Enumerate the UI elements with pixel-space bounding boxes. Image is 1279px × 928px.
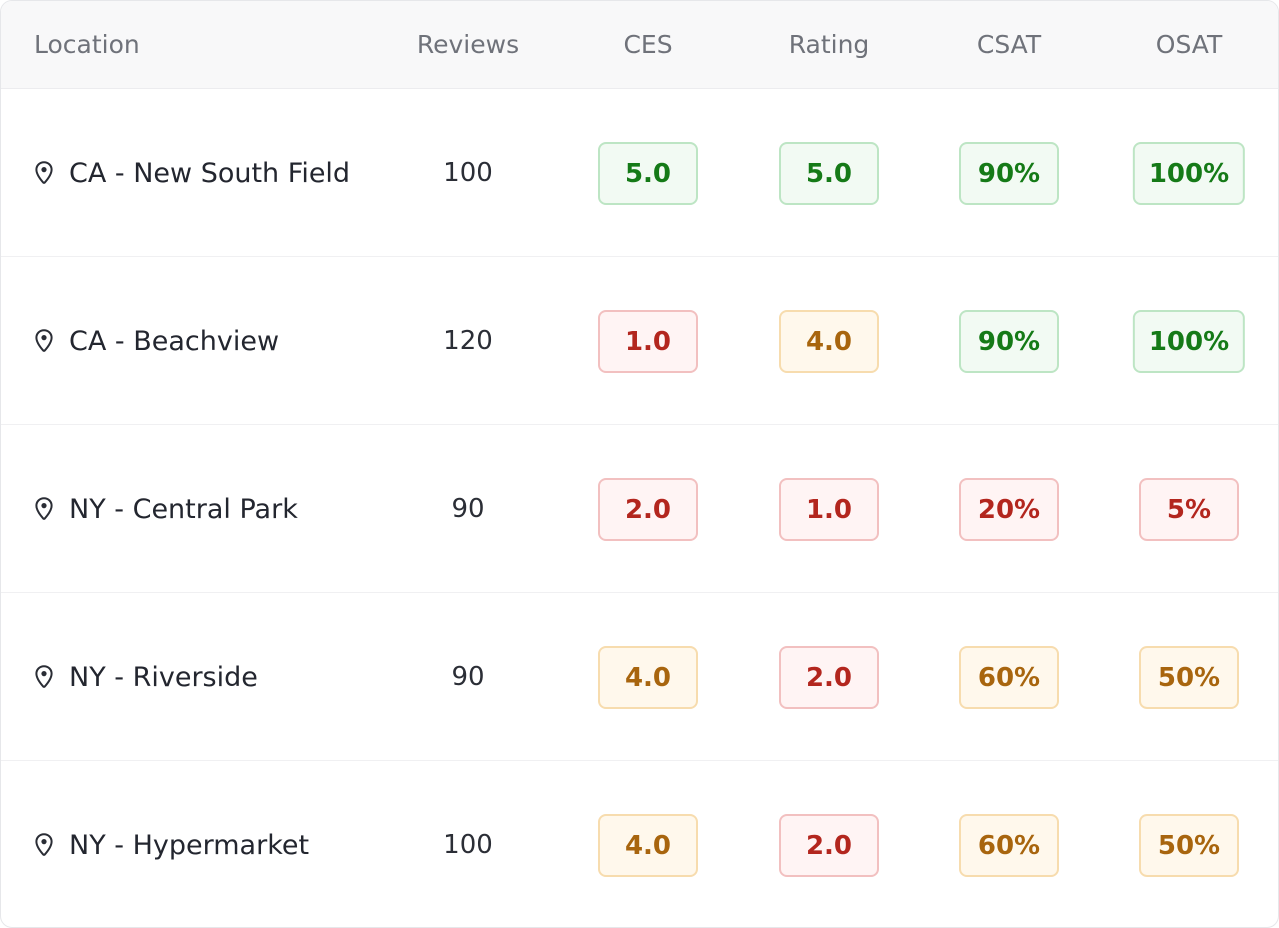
reviews-count: 90 bbox=[451, 662, 485, 692]
rating-badge: 5.0 bbox=[779, 142, 879, 205]
csat-badge: 90% bbox=[959, 142, 1059, 205]
osat-badge: 50% bbox=[1139, 646, 1239, 709]
osat-badge: 100% bbox=[1132, 310, 1246, 373]
ces-badge: 1.0 bbox=[598, 310, 698, 373]
table-row[interactable]: NY - Central Park 90 2.0 1.0 20% 5% bbox=[1, 425, 1278, 593]
table-row[interactable]: NY - Riverside 90 4.0 2.0 60% 50% bbox=[1, 593, 1278, 761]
osat-badge: 5% bbox=[1139, 478, 1239, 541]
rating-badge: 2.0 bbox=[779, 646, 879, 709]
row-divider bbox=[1, 424, 1278, 425]
map-pin-icon bbox=[33, 496, 55, 522]
ces-badge: 2.0 bbox=[598, 478, 698, 541]
rating-badge: 2.0 bbox=[779, 814, 879, 877]
header-csat[interactable]: CSAT bbox=[976, 30, 1042, 59]
header-reviews[interactable]: Reviews bbox=[416, 30, 520, 59]
rating-badge: 4.0 bbox=[779, 310, 879, 373]
location-cell: CA - New South Field bbox=[33, 89, 350, 257]
osat-badge: 50% bbox=[1139, 814, 1239, 877]
row-divider bbox=[1, 256, 1278, 257]
osat-badge: 100% bbox=[1132, 142, 1246, 205]
location-name: NY - Hypermarket bbox=[69, 829, 310, 861]
header-osat[interactable]: OSAT bbox=[1155, 30, 1223, 59]
location-name: NY - Riverside bbox=[69, 661, 258, 693]
csat-badge: 20% bbox=[959, 478, 1059, 541]
header-rating[interactable]: Rating bbox=[788, 30, 870, 59]
reviews-count: 90 bbox=[451, 494, 485, 524]
ces-badge: 5.0 bbox=[598, 142, 698, 205]
location-cell: NY - Riverside bbox=[33, 593, 258, 761]
location-cell: CA - Beachview bbox=[33, 257, 279, 425]
csat-badge: 90% bbox=[959, 310, 1059, 373]
table-row[interactable]: CA - New South Field 100 5.0 5.0 90% 100% bbox=[1, 89, 1278, 257]
csat-badge: 60% bbox=[959, 646, 1059, 709]
map-pin-icon bbox=[33, 664, 55, 690]
row-divider bbox=[1, 760, 1278, 761]
location-cell: NY - Hypermarket bbox=[33, 761, 310, 927]
reviews-count: 120 bbox=[443, 326, 493, 356]
map-pin-icon bbox=[33, 832, 55, 858]
rating-badge: 1.0 bbox=[779, 478, 879, 541]
map-pin-icon bbox=[33, 328, 55, 354]
row-divider bbox=[1, 592, 1278, 593]
location-cell: NY - Central Park bbox=[33, 425, 298, 593]
location-name: CA - New South Field bbox=[69, 157, 351, 189]
table-row[interactable]: CA - Beachview 120 1.0 4.0 90% 100% bbox=[1, 257, 1278, 425]
table-row[interactable]: NY - Hypermarket 100 4.0 2.0 60% 50% bbox=[1, 761, 1278, 927]
ces-badge: 4.0 bbox=[598, 814, 698, 877]
location-name: NY - Central Park bbox=[69, 493, 298, 525]
csat-badge: 60% bbox=[959, 814, 1059, 877]
header-location[interactable]: Location bbox=[34, 30, 140, 59]
location-name: CA - Beachview bbox=[69, 325, 280, 357]
table-header: Location Reviews CES Rating CSAT OSAT bbox=[1, 1, 1278, 89]
map-pin-icon bbox=[33, 160, 55, 186]
header-ces[interactable]: CES bbox=[623, 30, 673, 59]
ces-badge: 4.0 bbox=[598, 646, 698, 709]
reviews-count: 100 bbox=[443, 158, 493, 188]
reviews-count: 100 bbox=[443, 830, 493, 860]
